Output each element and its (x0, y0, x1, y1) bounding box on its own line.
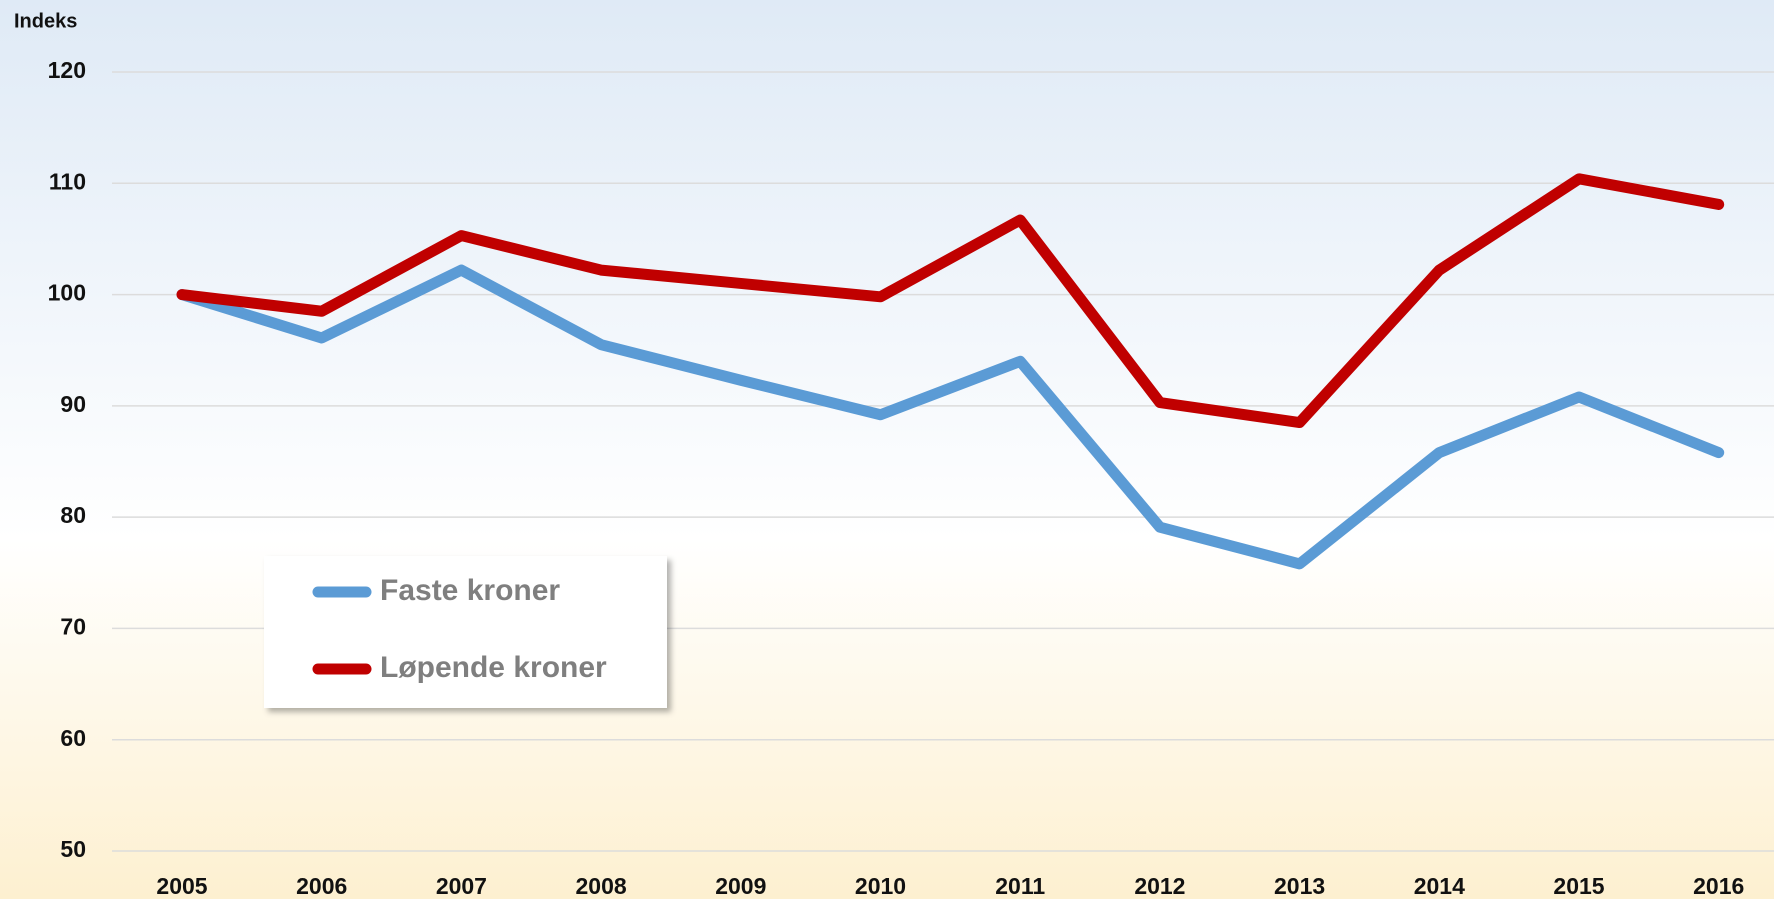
y-axis-label: Indeks (14, 10, 77, 32)
y-tick-label: 70 (60, 614, 86, 640)
x-tick-label: 2009 (715, 873, 766, 899)
y-tick-label: 60 (60, 725, 86, 751)
x-tick-label: 2014 (1414, 873, 1465, 899)
y-tick-label: 50 (60, 836, 86, 862)
x-tick-label: 2011 (995, 873, 1045, 899)
x-tick-label: 2007 (436, 873, 487, 899)
x-tick-label: 2008 (576, 873, 627, 899)
legend-label: Faste kroner (380, 574, 560, 607)
x-tick-label: 2015 (1553, 873, 1604, 899)
x-tick-label: 2006 (296, 873, 347, 899)
legend (264, 556, 667, 708)
line-series (176, 264, 1725, 570)
y-tick-label: 100 (48, 280, 86, 306)
x-tick-label: 2012 (1134, 873, 1185, 899)
x-tick-label: 2013 (1274, 873, 1325, 899)
y-tick-label: 80 (60, 502, 86, 528)
x-tick-label: 2005 (156, 873, 207, 899)
x-tick-label: 2016 (1693, 873, 1744, 899)
y-tick-label: 120 (48, 57, 86, 83)
line-series (176, 173, 1725, 429)
y-tick-label: 110 (49, 168, 86, 194)
legend-label: Løpende kroner (380, 651, 607, 684)
y-tick-label: 90 (60, 391, 86, 417)
x-tick-label: 2010 (855, 873, 906, 899)
